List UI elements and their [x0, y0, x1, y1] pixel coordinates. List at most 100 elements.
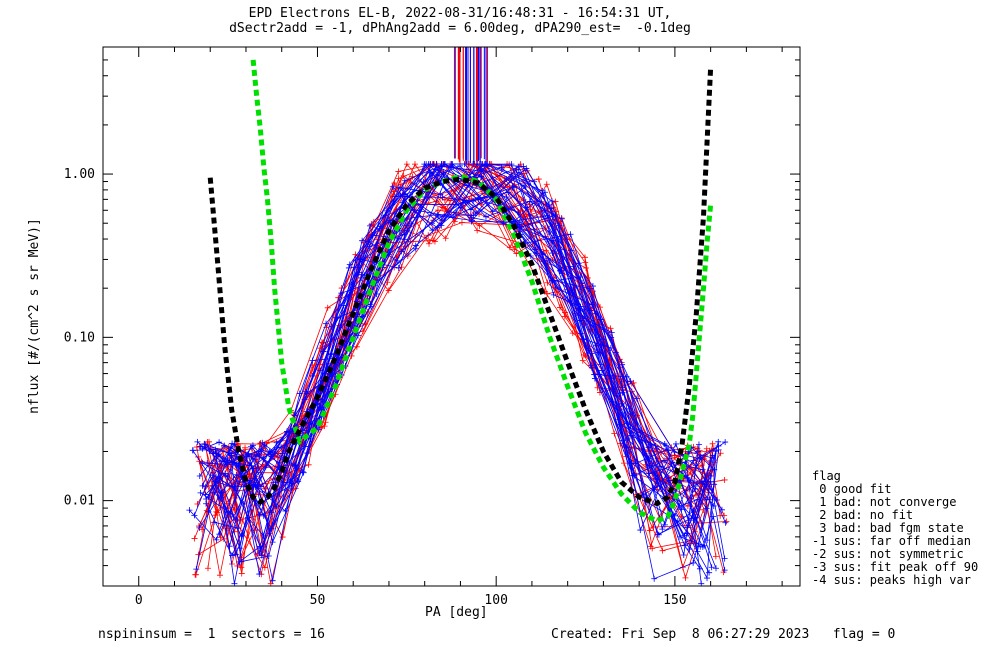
trace-marker [261, 441, 268, 448]
trace-marker [548, 198, 555, 205]
trace-marker [437, 191, 444, 198]
trace-marker [258, 447, 265, 454]
trace-marker [470, 212, 477, 219]
trace-marker [230, 513, 237, 520]
trace-marker [619, 384, 626, 391]
trace-marker [630, 472, 637, 479]
trace-marker [216, 572, 223, 579]
trace-marker [718, 506, 725, 513]
trace-marker [276, 459, 283, 466]
trace-marker [575, 260, 582, 267]
trace-marker [400, 184, 407, 191]
trace-marker [607, 325, 614, 332]
trace-marker [489, 208, 496, 215]
trace-marker [619, 361, 626, 368]
flag-legend-item: -3 sus: fit peak off 90 [812, 560, 979, 574]
trace-marker [586, 307, 593, 314]
trace-marker [212, 512, 219, 519]
trace-marker [567, 231, 574, 238]
trace-marker [328, 351, 335, 358]
trace-marker [475, 196, 482, 203]
trace-marker [599, 367, 606, 374]
trace-marker [558, 246, 565, 253]
trace-marker [376, 225, 383, 232]
trace-marker [702, 496, 709, 503]
trace-marker [199, 445, 206, 452]
trace-marker [695, 441, 702, 448]
trace-marker [213, 536, 220, 543]
trace-marker [596, 371, 603, 378]
trace-marker [713, 565, 720, 572]
trace-marker [432, 166, 439, 173]
trace-marker [373, 291, 380, 298]
trace-marker [611, 430, 618, 437]
trace-marker [619, 389, 626, 396]
trace-marker [218, 494, 225, 501]
flag-legend-item: 0 good fit [812, 482, 892, 496]
trace-marker [722, 519, 729, 526]
trace-marker [647, 543, 654, 550]
trace-marker [651, 575, 658, 582]
trace-marker [474, 227, 481, 234]
trace-marker [482, 213, 489, 220]
trace-marker [442, 235, 449, 242]
trace-marker [429, 237, 436, 244]
trace-marker [195, 551, 202, 558]
trace-marker [721, 567, 728, 574]
flag-legend-item: 2 bad: no fit [812, 508, 914, 522]
trace-marker [539, 187, 546, 194]
trace-marker [661, 521, 668, 528]
trace-marker [476, 210, 483, 217]
trace-marker [226, 543, 233, 550]
trace-marker [194, 438, 201, 445]
trace-marker [265, 552, 272, 559]
trace-marker [203, 500, 210, 507]
trace-marker [682, 574, 689, 581]
trace-marker [351, 264, 358, 271]
trace-marker [191, 535, 198, 542]
x-tick-label: 150 [663, 593, 686, 608]
trace-marker [202, 441, 209, 448]
trace-marker [390, 188, 397, 195]
trace-marker [231, 482, 238, 489]
sector-traces [186, 47, 730, 586]
trace-marker [186, 507, 193, 514]
trace-marker [508, 161, 515, 168]
trace-marker [543, 181, 550, 188]
trace-marker [232, 485, 239, 492]
trace-marker [434, 211, 441, 218]
trace-marker [269, 577, 276, 584]
flag-legend-item: 1 bad: not converge [812, 495, 957, 509]
trace-marker [403, 222, 410, 229]
trace-marker [476, 222, 483, 229]
trace-marker [629, 432, 636, 439]
trace-marker [224, 460, 231, 467]
trace-marker [655, 531, 662, 538]
trace-marker [442, 205, 449, 212]
trace-marker [206, 447, 213, 454]
trace-marker [511, 246, 518, 253]
trace-marker [439, 194, 446, 201]
trace-marker [552, 198, 559, 205]
trace-marker [671, 512, 678, 519]
trace-marker [222, 470, 229, 477]
trace-marker [196, 524, 203, 531]
trace-marker [657, 463, 664, 470]
trace-marker [690, 559, 697, 566]
trace-marker [520, 163, 527, 170]
trace-marker [338, 290, 345, 297]
trace-marker [395, 264, 402, 271]
trace-marker [366, 222, 373, 229]
trace-marker [707, 472, 714, 479]
trace-marker [401, 177, 408, 184]
trace-marker [715, 446, 722, 453]
trace-marker [426, 240, 433, 247]
sector-trace [205, 185, 710, 573]
trace-marker [232, 551, 239, 558]
trace-marker [212, 446, 219, 453]
trace-marker [503, 194, 510, 201]
trace-marker [458, 219, 465, 226]
trace-marker [441, 161, 448, 168]
y-tick-label: 1.00 [64, 167, 95, 182]
